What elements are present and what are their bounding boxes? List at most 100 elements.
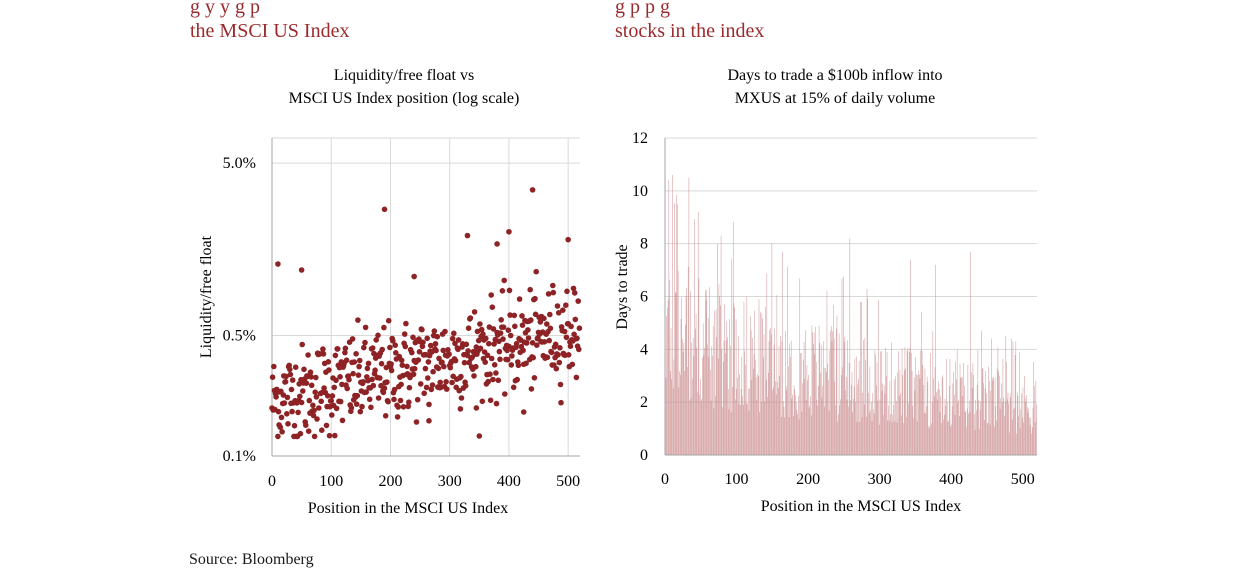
bar: [807, 380, 808, 455]
bar: [952, 383, 954, 455]
bar: [744, 351, 745, 455]
bar: [793, 385, 795, 455]
bar: [798, 395, 799, 455]
scatter-point: [464, 232, 471, 239]
bar: [1004, 401, 1006, 455]
bar: [783, 406, 785, 455]
scatter-point: [532, 295, 538, 302]
bar: [1015, 341, 1017, 455]
scatter-point: [326, 367, 332, 373]
bar: [730, 412, 732, 455]
bar: [939, 411, 941, 455]
scatter-point: [550, 282, 556, 289]
bar: [813, 344, 814, 455]
bar: [768, 341, 770, 455]
scatter-point: [297, 393, 303, 400]
scatter-point: [278, 414, 285, 421]
scatter-point: [419, 326, 425, 333]
scatter-point: [342, 345, 349, 352]
bar: [795, 401, 797, 455]
scatter-point: [313, 394, 320, 400]
bar: [866, 288, 868, 455]
bar: [902, 375, 904, 455]
scatter-point: [403, 320, 409, 327]
bar: [865, 359, 866, 455]
scatter-point: [449, 379, 455, 386]
bar: [904, 347, 906, 455]
bar: [818, 385, 819, 455]
scatter-point: [353, 351, 359, 357]
scatter-point: [362, 324, 369, 331]
bar: [996, 420, 997, 455]
bar: [971, 387, 973, 455]
bar: [917, 375, 919, 455]
left-heading-line1: g y y g p: [190, 0, 260, 18]
bar: [1016, 392, 1018, 455]
bar: [848, 406, 849, 455]
scatter-point: [452, 340, 458, 347]
bar-title-line2: MXUS at 15% of daily volume: [735, 90, 935, 107]
scatter-point: [574, 335, 580, 342]
bar: [673, 359, 675, 455]
scatter-point: [289, 408, 295, 415]
bar: [1034, 386, 1035, 455]
bar: [1009, 392, 1011, 455]
bar: [869, 366, 871, 455]
bar: [766, 273, 768, 455]
bar: [870, 410, 871, 455]
scatter-point: [312, 389, 319, 396]
scatter-point: [416, 349, 423, 355]
bar: [735, 319, 737, 455]
bar: [696, 347, 698, 455]
bar: [895, 376, 896, 455]
bar-y-tick-label: 6: [640, 289, 648, 306]
bar: [736, 388, 738, 455]
bar: [769, 330, 770, 455]
bar: [981, 330, 982, 455]
bar: [1022, 387, 1024, 455]
bar: [891, 342, 892, 455]
scatter-point: [410, 371, 417, 378]
scatter-point: [424, 335, 431, 342]
scatter-point: [446, 351, 452, 358]
scatter-point: [420, 339, 426, 346]
bar: [830, 326, 832, 455]
bar: [947, 421, 949, 455]
bar: [735, 399, 736, 455]
bar: [686, 288, 687, 455]
scatter-point: [275, 408, 282, 415]
scatter-point: [425, 359, 432, 365]
scatter-point: [429, 382, 436, 388]
bar: [763, 334, 765, 455]
scatter-point: [308, 382, 315, 389]
bar: [975, 399, 977, 455]
scatter-point: [496, 348, 503, 355]
bar: [758, 376, 759, 455]
scatter-point: [326, 432, 333, 439]
scatter-point: [279, 429, 285, 435]
scatter-point: [528, 317, 534, 323]
scatter-point: [426, 401, 432, 408]
scatter-point: [323, 422, 330, 429]
bar: [672, 174, 673, 456]
bar: [815, 326, 816, 455]
scatter-point: [300, 388, 306, 394]
scatter-point: [377, 375, 383, 381]
scatter-y-tick-label: 5.0%: [223, 155, 256, 172]
bar: [806, 365, 808, 455]
bar: [773, 387, 774, 455]
bar: [776, 295, 778, 455]
scatter-point: [443, 386, 450, 392]
bar: [702, 357, 703, 455]
bar: [832, 331, 833, 455]
bar: [705, 300, 707, 455]
bar: [913, 377, 915, 455]
bar: [999, 375, 1000, 455]
bar: [905, 368, 906, 455]
bar: [839, 405, 841, 455]
bar: [974, 429, 976, 455]
bar: [915, 357, 916, 455]
scatter-point: [561, 328, 568, 335]
bar: [997, 347, 999, 455]
bar: [701, 398, 703, 455]
